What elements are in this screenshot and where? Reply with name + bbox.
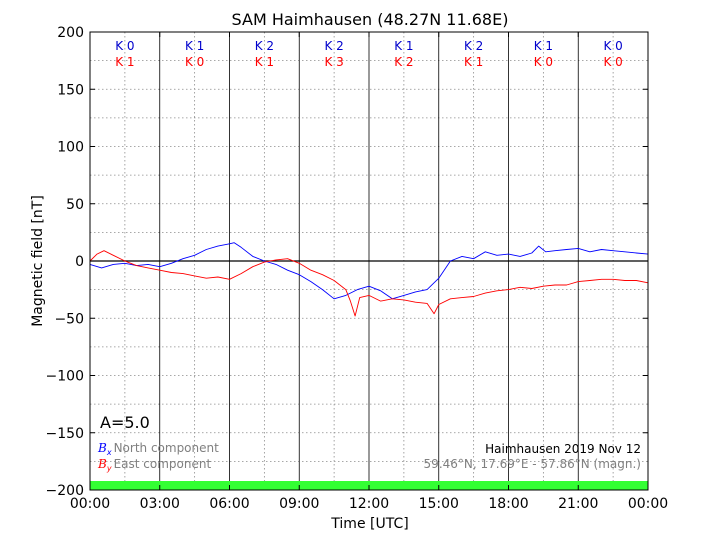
a-index-label: A=5.0: [100, 413, 150, 432]
y-tick-label: 50: [66, 197, 84, 213]
k-index-x: K 2: [324, 39, 343, 53]
k-index-x: K 0: [603, 39, 622, 53]
x-tick-label: 21:00: [558, 496, 598, 512]
x-tick-label: 15:00: [419, 496, 459, 512]
k-index-x: K 1: [185, 39, 204, 53]
y-tick-label: 100: [57, 140, 84, 156]
k-index-y: K 1: [115, 55, 134, 69]
x-tick-label: 09:00: [279, 496, 319, 512]
series-layer: [89, 242, 649, 317]
legend-east-text: East component: [114, 457, 212, 471]
coords-note: 59.46°N, 17.69°E - 57.86°N (magn.): [424, 457, 641, 471]
x-axis-ticks: 00:00 03:00 06:00 09:00 12:00 15:00 18:00 21:00…: [70, 32, 668, 512]
k-index-x: K 2: [464, 39, 483, 53]
k-index-y: K 0: [185, 55, 204, 69]
x-tick-label: 00:00: [70, 496, 110, 512]
legend-east: By East component: [97, 457, 211, 473]
k-index-y: K 1: [255, 55, 274, 69]
y-tick-label: 150: [57, 82, 84, 98]
k-index-x: K 1: [394, 39, 413, 53]
k-index-y: K 0: [603, 55, 622, 69]
grid-lines: [90, 32, 648, 490]
legend: Bx North component By East component: [97, 441, 219, 473]
y-axis-ticks: 200 150 100 50 0 −50 −100 −150 −200: [46, 25, 648, 499]
series-line-north: [89, 242, 649, 300]
x-tick-label: 03:00: [140, 496, 180, 512]
k-index-y: K 3: [324, 55, 343, 69]
y-tick-label: −200: [46, 483, 84, 499]
y-tick-label: −100: [46, 369, 84, 385]
x-tick-label: 18:00: [488, 496, 528, 512]
y-tick-label: 0: [75, 254, 84, 270]
series-line-east: [89, 250, 649, 317]
legend-north: Bx North component: [97, 441, 219, 457]
chart-title: SAM Haimhausen (48.27N 11.68E): [232, 10, 509, 29]
legend-east-symbol: B: [97, 457, 107, 471]
k-index-x: K 0: [115, 39, 134, 53]
k-index-x: K 1: [534, 39, 553, 53]
k-index-labels: K 0 K 1 K 1 K 0 K 2 K 1 K 2 K 3 K 1 K 2 K 2 K 1 K 1 K…: [115, 39, 623, 69]
legend-north-subscript: x: [106, 448, 112, 457]
legend-north-symbol: B: [97, 441, 107, 455]
y-axis-label: Magnetic field [nT]: [30, 195, 46, 327]
k-index-y: K 2: [394, 55, 413, 69]
y-tick-label: −150: [46, 426, 84, 442]
x-tick-label: 00:00: [628, 496, 668, 512]
x-tick-label: 06:00: [209, 496, 249, 512]
k-index-y: K 1: [464, 55, 483, 69]
x-axis-label: Time [UTC]: [330, 516, 408, 532]
y-tick-label: 200: [57, 25, 84, 41]
k-index-y: K 0: [534, 55, 553, 69]
legend-north-text: North component: [114, 441, 220, 455]
x-tick-label: 12:00: [349, 496, 389, 512]
station-note: Haimhausen 2019 Nov 12: [485, 442, 641, 456]
y-tick-label: −50: [54, 311, 84, 327]
legend-east-subscript: y: [106, 464, 112, 473]
k-index-x: K 2: [255, 39, 274, 53]
